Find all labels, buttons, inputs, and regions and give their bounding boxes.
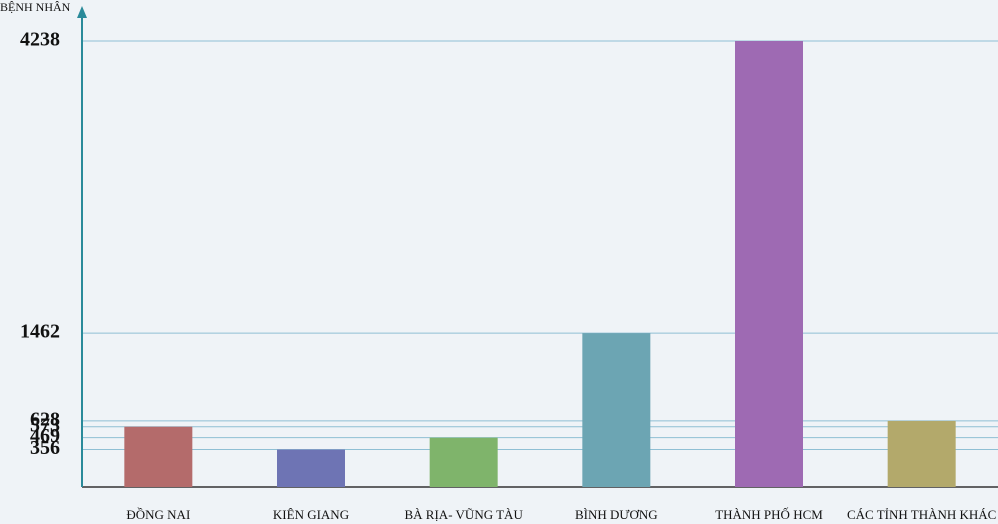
x-tick-label: ĐỒNG NAI <box>126 507 190 522</box>
x-tick-label: KIÊN GIANG <box>273 507 349 522</box>
y-tick-label: 4238 <box>20 29 60 51</box>
bar <box>429 437 498 487</box>
bar <box>887 420 956 487</box>
y-tick-label: 573 <box>30 414 60 436</box>
x-tick-label: BÌNH DƯƠNG <box>575 507 658 522</box>
x-tick-label: CÁC TỈNH THÀNH KHÁC <box>847 507 996 522</box>
y-tick-label: 628 <box>30 409 60 431</box>
y-axis-arrow <box>77 6 87 18</box>
y-tick-label: 356 <box>30 437 60 459</box>
bar <box>124 426 193 487</box>
bar <box>277 449 345 487</box>
x-tick-label: BÀ RỊA- VŨNG TÀU <box>405 507 524 522</box>
x-tick-label: THÀNH PHỐ HCM <box>715 507 823 522</box>
bar <box>735 41 803 487</box>
y-axis-label: BỆNH NHÂN <box>0 0 71 14</box>
y-tick-label: 469 <box>30 425 60 447</box>
y-tick-label: 1462 <box>20 321 60 343</box>
bar <box>582 333 651 487</box>
